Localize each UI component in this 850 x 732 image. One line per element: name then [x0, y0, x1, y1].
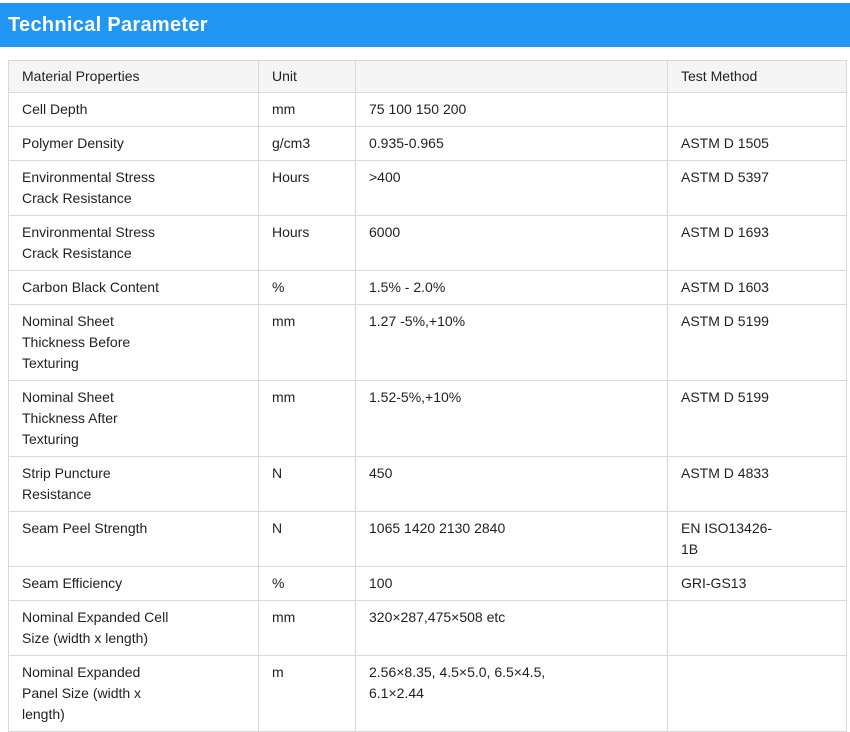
cell-unit: mm: [258, 304, 356, 381]
cell-unit: g/cm3: [258, 126, 356, 161]
table-row: Seam Peel Strength N 1065 1420 2130 2840…: [8, 511, 847, 567]
cell-test-method: EN ISO13426- 1B: [667, 511, 847, 567]
cell-unit: mm: [258, 380, 356, 457]
cell-unit: %: [258, 270, 356, 305]
cell-value: 450: [355, 456, 668, 512]
cell-value: 1065 1420 2130 2840: [355, 511, 668, 567]
cell-property: Environmental Stress Crack Resistance: [8, 160, 259, 216]
table-row: Environmental Stress Crack Resistance Ho…: [8, 215, 847, 271]
cell-test-method: GRI-GS13: [667, 566, 847, 601]
title-bar: Technical Parameter: [0, 3, 850, 47]
cell-test-method: ASTM D 5397: [667, 160, 847, 216]
table-row: Nominal Expanded Panel Size (width x len…: [8, 655, 847, 732]
cell-unit: m: [258, 655, 356, 732]
table-row: Polymer Density g/cm3 0.935-0.965 ASTM D…: [8, 126, 847, 161]
cell-property: Polymer Density: [8, 126, 259, 161]
cell-test-method: ASTM D 1693: [667, 215, 847, 271]
cell-test-method: ASTM D 5199: [667, 380, 847, 457]
table-header-row: Material Properties Unit Test Method: [8, 60, 847, 93]
table-row: Environmental Stress Crack Resistance Ho…: [8, 160, 847, 216]
cell-value: 1.27 -5%,+10%: [355, 304, 668, 381]
table-row: Cell Depth mm 75 100 150 200: [8, 92, 847, 127]
column-header-material-properties: Material Properties: [8, 60, 259, 93]
cell-unit: N: [258, 511, 356, 567]
cell-unit: %: [258, 566, 356, 601]
table-row: Strip Puncture Resistance N 450 ASTM D 4…: [8, 456, 847, 512]
column-header-value: [355, 60, 668, 93]
table-row: Seam Efficiency % 100 GRI-GS13: [8, 566, 847, 601]
cell-property: Nominal Expanded Panel Size (width x len…: [8, 655, 259, 732]
cell-value: >400: [355, 160, 668, 216]
cell-value: 0.935-0.965: [355, 126, 668, 161]
cell-test-method: [667, 92, 847, 127]
cell-test-method: ASTM D 4833: [667, 456, 847, 512]
cell-value: 320×287,475×508 etc: [355, 600, 668, 656]
cell-value: 100: [355, 566, 668, 601]
table-row: Nominal Sheet Thickness After Texturing …: [8, 380, 847, 457]
column-header-unit: Unit: [258, 60, 356, 93]
cell-unit: mm: [258, 92, 356, 127]
cell-test-method: ASTM D 5199: [667, 304, 847, 381]
cell-property: Nominal Sheet Thickness After Texturing: [8, 380, 259, 457]
cell-property: Nominal Sheet Thickness Before Texturing: [8, 304, 259, 381]
cell-unit: Hours: [258, 215, 356, 271]
table-row: Carbon Black Content % 1.5% - 2.0% ASTM …: [8, 270, 847, 305]
page-title: Technical Parameter: [8, 13, 208, 36]
cell-property: Carbon Black Content: [8, 270, 259, 305]
cell-test-method: ASTM D 1603: [667, 270, 847, 305]
cell-value: 1.52-5%,+10%: [355, 380, 668, 457]
cell-test-method: [667, 600, 847, 656]
cell-property: Environmental Stress Crack Resistance: [8, 215, 259, 271]
cell-value: 6000: [355, 215, 668, 271]
cell-value: 1.5% - 2.0%: [355, 270, 668, 305]
cell-property: Cell Depth: [8, 92, 259, 127]
technical-parameter-table: Material Properties Unit Test Method Cel…: [8, 60, 847, 732]
cell-property: Seam Peel Strength: [8, 511, 259, 567]
cell-unit: N: [258, 456, 356, 512]
cell-property: Strip Puncture Resistance: [8, 456, 259, 512]
cell-unit: Hours: [258, 160, 356, 216]
cell-value: 2.56×8.35, 4.5×5.0, 6.5×4.5, 6.1×2.44: [355, 655, 668, 732]
cell-property: Seam Efficiency: [8, 566, 259, 601]
table-row: Nominal Sheet Thickness Before Texturing…: [8, 304, 847, 381]
cell-test-method: [667, 655, 847, 732]
cell-property: Nominal Expanded Cell Size (width x leng…: [8, 600, 259, 656]
column-header-test-method: Test Method: [667, 60, 847, 93]
cell-value: 75 100 150 200: [355, 92, 668, 127]
cell-unit: mm: [258, 600, 356, 656]
cell-test-method: ASTM D 1505: [667, 126, 847, 161]
table-row: Nominal Expanded Cell Size (width x leng…: [8, 600, 847, 656]
